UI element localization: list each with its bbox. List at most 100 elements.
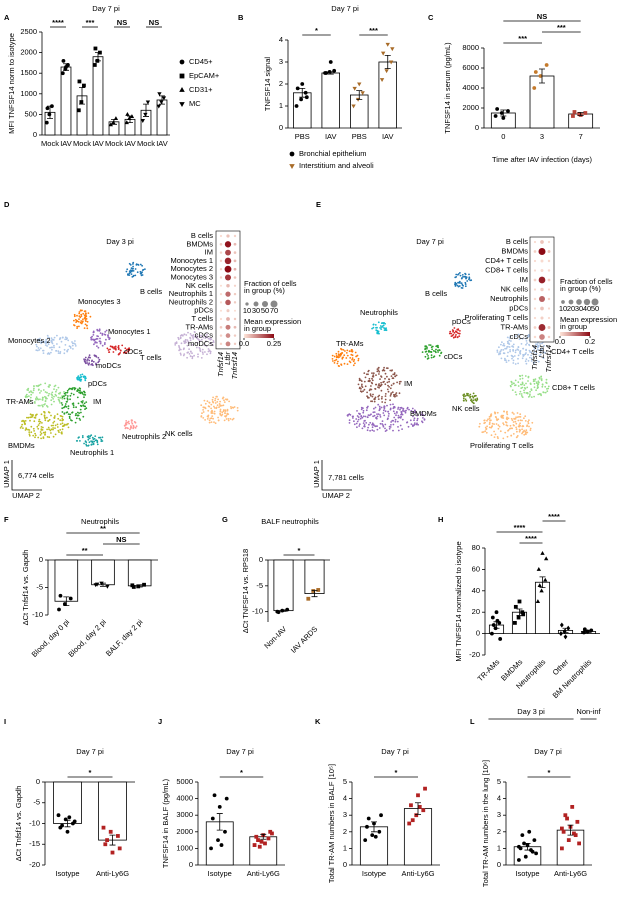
cell-point: [219, 410, 222, 413]
cell-point: [84, 319, 87, 321]
cell-point: [177, 336, 180, 339]
cell-point: [187, 342, 190, 345]
panel-title: BALF neutrophils: [261, 517, 319, 526]
cell-point: [91, 335, 93, 338]
fraction-legend-label: 50: [591, 304, 599, 313]
y-tick-label: 0: [259, 555, 263, 564]
data-point: [570, 805, 575, 809]
cluster-cells: [60, 387, 88, 424]
data-point: [582, 630, 586, 635]
cell-point: [63, 348, 66, 351]
cell-point: [377, 413, 380, 415]
significance-label: NS: [537, 12, 547, 21]
data-point: [276, 610, 281, 615]
cell-point: [104, 331, 107, 333]
cell-point: [460, 277, 463, 280]
data-point: [538, 74, 543, 78]
data-point: [67, 815, 72, 820]
cell-point: [42, 349, 45, 352]
cell-point: [57, 350, 60, 353]
cell-point: [425, 350, 428, 353]
cell-point: [519, 352, 521, 354]
cell-point: [45, 396, 47, 399]
cell-point: [32, 427, 35, 430]
cell-point: [60, 402, 63, 404]
cell-point: [464, 281, 467, 284]
cell-point: [80, 375, 83, 378]
cell-point: [53, 420, 56, 423]
cell-point: [53, 344, 55, 347]
cell-point: [425, 345, 427, 348]
cell-point: [384, 430, 387, 432]
x-tick-label: BALF, day 2 pi: [104, 617, 145, 658]
data-point: [58, 593, 63, 598]
cell-point: [222, 404, 225, 407]
significance-label: *: [89, 768, 92, 777]
cell-point: [188, 348, 191, 350]
data-point: [145, 100, 151, 105]
dotplot-dot: [233, 234, 237, 238]
cell-point: [187, 331, 189, 334]
cell-point: [83, 396, 85, 399]
cell-point: [77, 320, 80, 323]
cell-point: [99, 436, 101, 439]
cell-point: [47, 426, 50, 429]
y-tick-label: 2: [279, 79, 283, 88]
cell-point: [74, 318, 77, 321]
cell-point: [412, 415, 414, 418]
cell-point: [35, 385, 38, 387]
cell-point: [517, 385, 520, 387]
cell-point: [105, 329, 108, 332]
cell-point: [383, 366, 385, 369]
cell-point: [353, 423, 356, 426]
bar: [350, 94, 369, 129]
cell-point: [504, 357, 506, 360]
dotplot-dot: [226, 234, 230, 238]
cell-point: [529, 390, 531, 393]
cell-point: [67, 405, 70, 407]
y-tick-label: 5: [497, 777, 501, 786]
data-point: [143, 112, 148, 117]
cell-point: [39, 392, 41, 394]
cell-point: [483, 419, 486, 422]
cell-point: [397, 416, 400, 419]
cell-point: [44, 434, 46, 436]
cell-point: [45, 397, 47, 400]
cluster-label: B cells: [425, 289, 447, 298]
cell-point: [96, 338, 99, 340]
dotplot-group: cDCs: [510, 332, 529, 341]
data-point: [379, 813, 383, 818]
cell-point: [128, 274, 131, 276]
cell-point: [96, 345, 98, 347]
y-tick-label: 2000: [20, 48, 37, 57]
cell-point: [59, 415, 62, 417]
data-point: [534, 851, 538, 856]
cell-point: [107, 336, 110, 338]
cell-point: [506, 346, 508, 348]
umap-x-label: UMAP 2: [322, 491, 350, 500]
cell-point: [130, 273, 133, 275]
cell-point: [186, 339, 189, 341]
error-bar: [47, 105, 53, 119]
cell-point: [506, 336, 509, 339]
cell-point: [337, 350, 340, 353]
cell-point: [30, 425, 33, 428]
cell-point: [204, 351, 206, 353]
cell-point: [502, 422, 504, 424]
cell-point: [521, 428, 523, 431]
cell-point: [357, 383, 360, 386]
cell-point: [382, 412, 385, 414]
dotplot-dot: [219, 325, 223, 329]
cell-point: [71, 341, 73, 343]
cell-point: [356, 420, 359, 423]
cell-point: [542, 357, 545, 359]
cell-point: [351, 415, 354, 418]
cell-point: [361, 416, 364, 419]
cell-point: [370, 400, 372, 403]
cluster-cells: [200, 395, 239, 425]
cell-point: [195, 336, 198, 339]
cell-point: [392, 410, 395, 413]
cell-point: [216, 404, 219, 407]
cell-point: [64, 394, 67, 396]
error-bar: [311, 590, 318, 598]
